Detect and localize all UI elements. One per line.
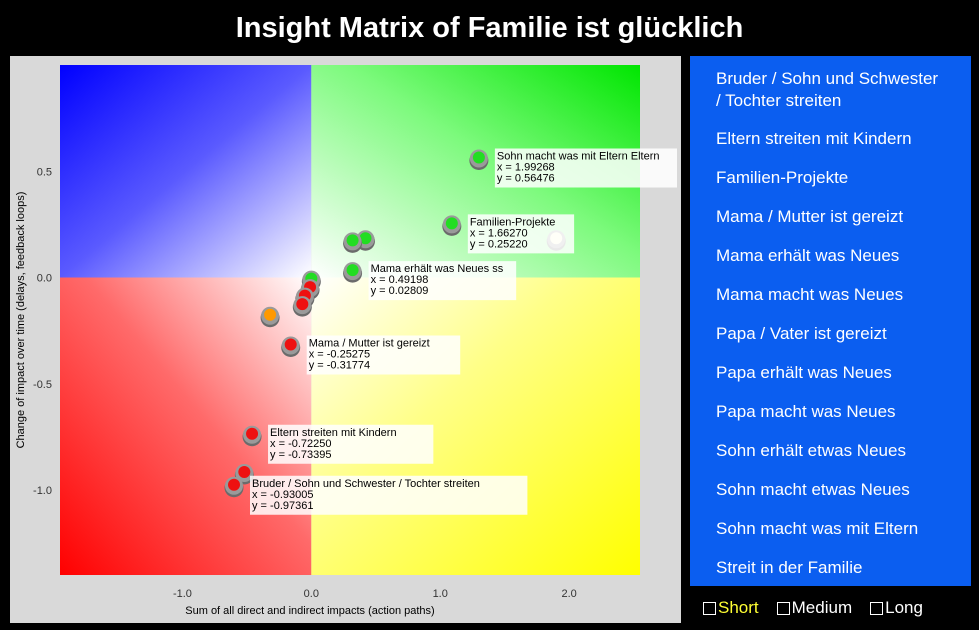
- insight-matrix-chart[interactable]: -1.0 0.0 1.0 2.0 0.5 0.0 -0.5 -1.0 Sum of all d…: [10, 56, 681, 623]
- annotation-box: [467, 214, 575, 254]
- annotation-line: x = -0.93005: [252, 489, 313, 501]
- point-annotation: Bruder / Sohn und Schwester / Tochter st…: [250, 475, 528, 515]
- annotation-line: Mama erhält was Neues ss: [371, 263, 504, 275]
- legend-item-label: Sohn erhält etwas Neues: [716, 441, 906, 460]
- y-tick-label: -0.5: [33, 379, 52, 391]
- chart-title: Insight Matrix of Familie ist glücklich: [235, 12, 744, 44]
- time-filter-group: Short Medium Long: [703, 596, 941, 620]
- quadrant-top-left: [60, 65, 312, 278]
- y-tick-label: 0.0: [37, 273, 52, 285]
- checkbox[interactable]: [776, 601, 790, 615]
- x-axis-label: Sum of all direct and indirect impacts (…: [185, 605, 434, 617]
- x-tick-label: 2.0: [561, 588, 576, 600]
- annotation-box: [494, 148, 677, 188]
- legend-item[interactable]: Familien-Projekte: [716, 167, 962, 189]
- legend-item-label: Papa macht was Neues: [716, 402, 896, 421]
- checkbox[interactable]: [703, 601, 716, 615]
- legend-item-label: Sohn macht was mit Eltern: [716, 519, 919, 538]
- legend-item-label: Mama macht was Neues: [716, 285, 904, 304]
- data-point[interactable]: [343, 232, 363, 253]
- legend-item[interactable]: Mama erhält was Neues: [716, 245, 962, 267]
- legend-item-label: Bruder / Sohn und Schwester: [716, 69, 939, 88]
- legend-item[interactable]: Mama / Mutter ist gereizt: [716, 206, 962, 228]
- legend-item-label: Eltern streiten mit Kindern: [716, 129, 912, 148]
- data-point[interactable]: [242, 425, 262, 447]
- checkbox[interactable]: [870, 601, 884, 615]
- annotation-line: x = 1.99268: [497, 162, 555, 174]
- annotation-line: Mama / Mutter ist gereizt: [309, 338, 430, 350]
- annotation-line: Familien-Projekte: [470, 216, 556, 228]
- legend-item[interactable]: Mama macht was Neues: [716, 284, 962, 306]
- annotation-line: y = -0.31774: [309, 360, 370, 372]
- annotation-box: [306, 335, 461, 375]
- filter-short[interactable]: Short: [703, 598, 759, 618]
- annotation-line: Eltern streiten mit Kindern: [270, 427, 397, 439]
- legend-item[interactable]: Papa macht was Neues: [716, 401, 962, 423]
- data-point[interactable]: [260, 306, 280, 328]
- data-point[interactable]: [442, 215, 462, 236]
- legend-item-label: Streit in der Familie: [716, 558, 863, 577]
- annotation-line: x = -0.72250: [270, 438, 331, 450]
- legend-item-label: Sohn macht etwas Neues: [716, 480, 910, 499]
- legend-item[interactable]: Sohn erhält etwas Neues: [716, 440, 962, 462]
- annotation-line: Bruder / Sohn und Schwester / Tochter st…: [252, 478, 480, 490]
- filter-label: Medium: [791, 598, 853, 617]
- data-point[interactable]: [292, 296, 312, 317]
- annotation-line: Sohn macht was mit Eltern Eltern: [497, 151, 660, 163]
- x-tick-label: 0.0: [304, 588, 319, 600]
- filter-label: Long: [885, 598, 923, 617]
- filter-long[interactable]: Long: [870, 598, 923, 618]
- legend-item-label: / Tochter streiten: [716, 91, 842, 110]
- legend-item[interactable]: Eltern streiten mit Kindern: [716, 128, 962, 150]
- legend-item-label: Mama / Mutter ist gereizt: [716, 207, 904, 226]
- data-point[interactable]: [281, 336, 301, 358]
- data-point[interactable]: [224, 476, 244, 498]
- data-point[interactable]: [469, 149, 489, 171]
- y-tick-label: 0.5: [37, 166, 52, 178]
- x-tick-label: 1.0: [433, 588, 448, 600]
- y-axis-label: Change of impact over time (delays, feed…: [15, 192, 27, 449]
- legend-item[interactable]: Bruder / Sohn und Schwester / Tochter str…: [716, 68, 962, 112]
- filter-label: Short: [718, 598, 759, 617]
- annotation-box: [250, 475, 528, 515]
- annotation-line: y = -0.97361: [252, 500, 313, 512]
- x-tick-label: -1.0: [173, 588, 192, 600]
- legend-item[interactable]: Papa erhält was Neues: [716, 362, 962, 384]
- annotation-line: y = -0.73395: [270, 449, 331, 461]
- legend-panel: Bruder / Sohn und Schwester / Tochter str…: [690, 56, 971, 586]
- annotation-box: [368, 261, 517, 301]
- legend-item[interactable]: Papa / Vater ist gereizt: [716, 323, 962, 345]
- legend-item[interactable]: Sohn macht etwas Neues: [716, 479, 962, 501]
- annotation-line: x = -0.25275: [309, 349, 370, 361]
- annotation-line: y = 0.02809: [371, 285, 429, 297]
- annotation-box: [268, 424, 434, 464]
- legend-item-label: Papa erhält was Neues: [716, 363, 892, 382]
- legend-item[interactable]: Sohn macht was mit Eltern: [716, 518, 962, 540]
- chart-panel: -1.0 0.0 1.0 2.0 0.5 0.0 -0.5 -1.0 Sum of all d…: [10, 56, 681, 623]
- legend-item-label: Mama erhält was Neues: [716, 246, 900, 265]
- data-point[interactable]: [343, 262, 363, 283]
- annotation-line: y = 0.25220: [470, 238, 528, 250]
- annotation-line: y = 0.56476: [497, 173, 555, 185]
- legend-item-label: Papa / Vater ist gereizt: [716, 324, 887, 343]
- filter-medium[interactable]: Medium: [776, 598, 853, 618]
- legend-item[interactable]: Streit in der Familie: [716, 557, 962, 579]
- annotation-line: x = 1.66270: [470, 227, 528, 239]
- legend-item-label: Familien-Projekte: [716, 168, 849, 187]
- annotation-line: x = 0.49198: [371, 274, 429, 286]
- y-tick-label: -1.0: [33, 485, 52, 497]
